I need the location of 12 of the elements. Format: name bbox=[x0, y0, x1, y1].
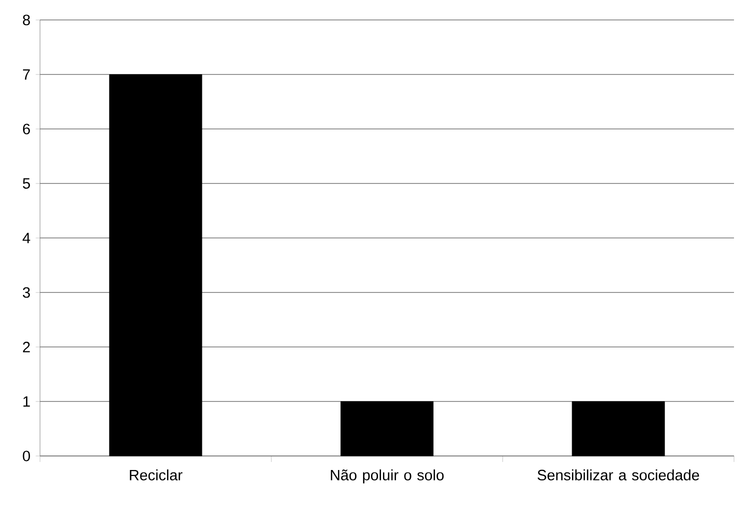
y-tick-label: 3 bbox=[22, 287, 30, 298]
y-tick-label: 1 bbox=[23, 396, 30, 407]
y-tick-label: 8 bbox=[22, 14, 30, 26]
y-tick-label: 7 bbox=[23, 69, 30, 80]
x-tick-label: Não poluir o solo bbox=[330, 469, 444, 484]
y-tick-label: 2 bbox=[23, 342, 30, 352]
x-tick-label: Reciclar bbox=[130, 469, 182, 480]
y-tick-label: 4 bbox=[22, 232, 30, 244]
y-tick-label: 5 bbox=[22, 178, 30, 189]
y-tick-label: 0 bbox=[22, 450, 30, 462]
x-tick-label: Sensibilizar a sociedade bbox=[538, 469, 700, 480]
y-tick-label: 6 bbox=[23, 124, 30, 134]
